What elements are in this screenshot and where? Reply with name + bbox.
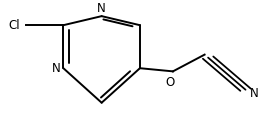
- Text: N: N: [97, 2, 106, 15]
- Text: N: N: [249, 87, 258, 100]
- Text: O: O: [166, 76, 175, 89]
- Text: Cl: Cl: [8, 19, 20, 32]
- Text: N: N: [52, 62, 61, 75]
